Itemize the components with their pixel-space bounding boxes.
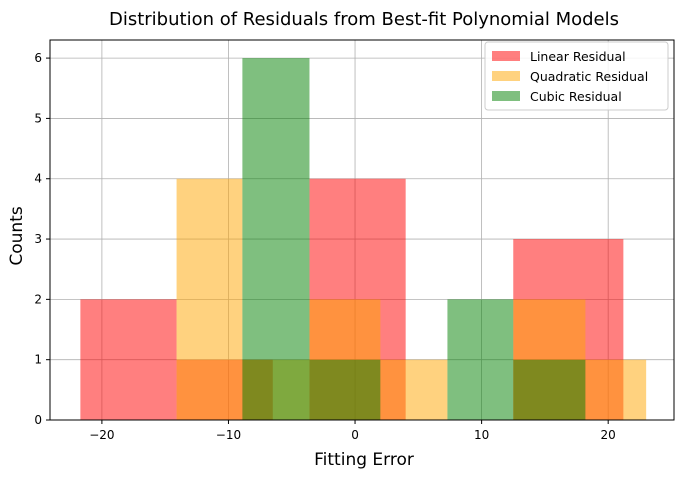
legend-label-quadratic-residual: Quadratic Residual [530,69,648,84]
x-tick-label: 10 [474,428,489,442]
x-tick-label: −20 [89,428,114,442]
y-axis: 0 1 2 3 4 5 6 [34,51,50,427]
bar-quadratic-residual-3 [380,359,448,420]
x-axis: −20 −10 0 10 20 [89,420,616,442]
bar-cubic-residual-3 [447,299,514,420]
legend-box [484,41,669,111]
y-axis-title: Counts [7,206,27,265]
y-tick-label: 0 [34,413,42,427]
plot-frame [49,39,675,421]
legend: Linear Residual Quadratic Residual Cubic R… [484,41,669,111]
y-tick-label: 6 [34,51,42,65]
y-tick-label: 3 [34,232,42,246]
y-tick-label: 4 [34,172,42,186]
x-tick-label: 0 [351,428,359,442]
legend-label-cubic-residual: Cubic Residual [530,89,622,104]
chart-title: Distribution of Residuals from Best-fit … [109,9,619,30]
legend-swatch-linear-residual [492,51,520,61]
bars-layer [80,58,647,420]
x-tick-label: 20 [601,428,616,442]
y-tick-label: 2 [34,292,42,306]
plot-area: −20 −10 0 10 20 0 1 2 3 4 5 6 [34,39,675,442]
y-tick-label: 5 [34,111,42,125]
bar-cubic-residual-1 [309,359,381,420]
bar-linear-residual-0 [80,299,177,420]
bar-cubic-residual-4 [513,359,586,420]
bar-cubic-residual-0 [242,58,310,420]
bar-quadratic-residual-0 [176,178,243,420]
legend-label-linear-residual: Linear Residual [530,49,626,64]
y-tick-label: 1 [34,353,42,367]
legend-swatch-quadratic-residual [492,71,520,81]
bar-quadratic-residual-6 [585,359,647,420]
legend-swatch-cubic-residual [492,91,520,101]
x-tick-label: −10 [216,428,241,442]
x-axis-title: Fitting Error [314,450,414,470]
